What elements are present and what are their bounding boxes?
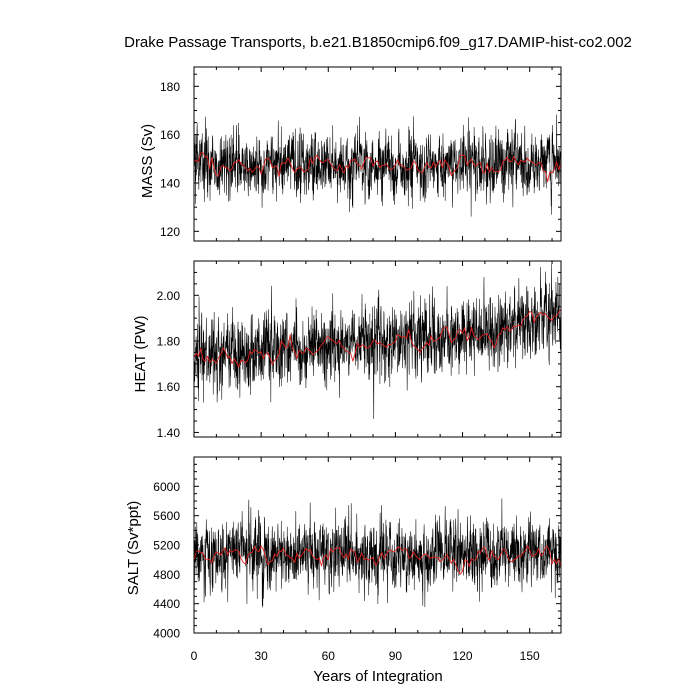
x-axis-label: Years of Integration [313, 668, 443, 685]
y-tick-label: 4800 [153, 568, 180, 582]
x-tick-label: 0 [191, 649, 198, 663]
y-tick-label: 5600 [153, 509, 180, 523]
y-axis-label: HEAT (PW) [132, 316, 149, 393]
panel-mass: MASS (Sv) 120 140 160 180 [139, 66, 562, 242]
y-tick-label: 180 [160, 80, 180, 94]
x-tick-label: 120 [453, 649, 473, 663]
heat-annual-mean-line [194, 308, 561, 368]
y-axis-label: SALT (Sv*ppt) [125, 501, 142, 595]
y-tick-label: 1.80 [157, 335, 181, 349]
x-tick-label: 30 [254, 649, 268, 663]
y-tick-label: 5200 [153, 539, 180, 553]
plot-frame [193, 260, 562, 438]
y-tick-label: 4000 [153, 627, 180, 641]
x-tick-label: 90 [389, 649, 403, 663]
y-tick-label: 6000 [153, 480, 180, 494]
y-tick-label: 140 [160, 177, 180, 191]
x-tick-label: 150 [520, 649, 540, 663]
plot-frame [193, 66, 562, 242]
chart-title: Drake Passage Transports, b.e21.B1850cmi… [124, 34, 632, 51]
y-tick-label: 1.40 [157, 426, 181, 440]
y-tick-label: 4400 [153, 597, 180, 611]
salt-annual-mean-line [194, 545, 561, 575]
salt-monthly-series-line [194, 498, 561, 608]
mass-annual-mean-line [194, 152, 561, 183]
y-tick-label: 120 [160, 225, 180, 239]
panel-heat: HEAT (PW) 1.40 1.60 1.80 2.00 [132, 260, 562, 440]
mass-monthly-series-line [194, 114, 561, 217]
x-tick-label: 60 [322, 649, 336, 663]
heat-monthly-series-line [194, 264, 561, 420]
y-tick-label: 160 [160, 128, 180, 142]
y-tick-label: 1.60 [157, 380, 181, 394]
panel-salt: SALT (Sv*ppt) 4000 4400 4800 5200 5600 6000 0 3… [125, 456, 562, 663]
y-axis-label: MASS (Sv) [139, 124, 156, 198]
y-tick-label: 2.00 [157, 289, 181, 303]
